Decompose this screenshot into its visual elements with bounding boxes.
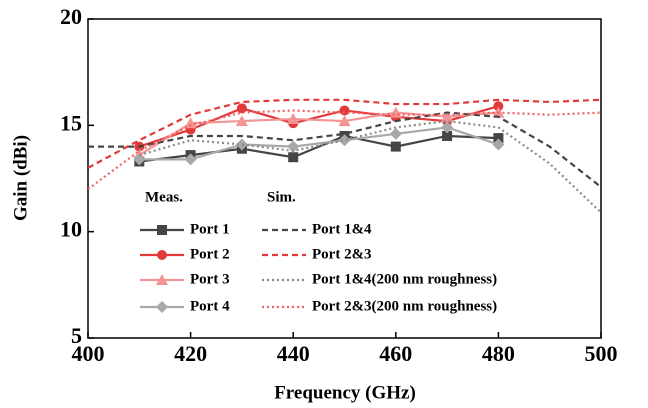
legend-header: Meas. xyxy=(145,189,183,205)
x-tick-label: 440 xyxy=(277,341,310,366)
series-line xyxy=(138,119,602,214)
marker xyxy=(338,115,351,127)
y-tick-label: 20 xyxy=(60,4,82,29)
legend-label: Port 2 xyxy=(190,246,230,262)
series-line xyxy=(139,134,499,163)
series-line xyxy=(87,109,602,191)
legend-label: Port 1&4(200 nm roughness) xyxy=(312,271,497,287)
series-line xyxy=(138,105,499,148)
y-axis-label: Gain (dBi) xyxy=(10,135,31,221)
legend-label: Port 3 xyxy=(190,271,230,287)
marker xyxy=(156,301,168,313)
marker xyxy=(157,225,167,235)
legend-label: Port 2&3(200 nm roughness) xyxy=(312,298,497,314)
marker xyxy=(184,117,197,129)
marker xyxy=(288,152,299,163)
marker xyxy=(493,101,504,112)
marker xyxy=(236,103,247,114)
legend-label: Port 2&3 xyxy=(312,246,372,262)
marker xyxy=(156,274,168,285)
marker xyxy=(492,138,505,151)
marker xyxy=(441,110,454,122)
marker xyxy=(157,250,167,260)
marker xyxy=(442,130,453,141)
series-line xyxy=(139,126,499,161)
x-tick-label: 460 xyxy=(379,341,412,366)
x-tick-label: 500 xyxy=(585,341,618,366)
series-line xyxy=(87,98,602,169)
marker xyxy=(184,153,197,166)
y-tick-label: 15 xyxy=(60,110,82,135)
y-tick-label: 5 xyxy=(71,323,82,348)
x-axis-label: Frequency (GHz) xyxy=(274,382,416,403)
marker xyxy=(339,105,350,116)
marker xyxy=(390,141,401,152)
legend-label: Port 4 xyxy=(190,298,230,314)
legend-label: Port 1&4 xyxy=(312,221,372,237)
marker xyxy=(235,138,248,151)
y-tick-label: 10 xyxy=(60,217,82,242)
x-tick-label: 480 xyxy=(482,341,515,366)
series-line xyxy=(88,111,602,188)
marker xyxy=(133,153,146,166)
marker xyxy=(287,140,300,153)
legend-header: Sim. xyxy=(267,189,296,205)
marker xyxy=(287,112,300,124)
plot-frame xyxy=(87,18,602,339)
marker xyxy=(235,115,248,127)
x-tick-label: 420 xyxy=(174,341,207,366)
marker xyxy=(389,127,402,140)
legend-label: Port 1 xyxy=(190,221,230,237)
marker xyxy=(338,134,351,147)
marker xyxy=(493,133,504,144)
marker xyxy=(441,121,454,134)
x-tick-label: 400 xyxy=(72,341,105,366)
